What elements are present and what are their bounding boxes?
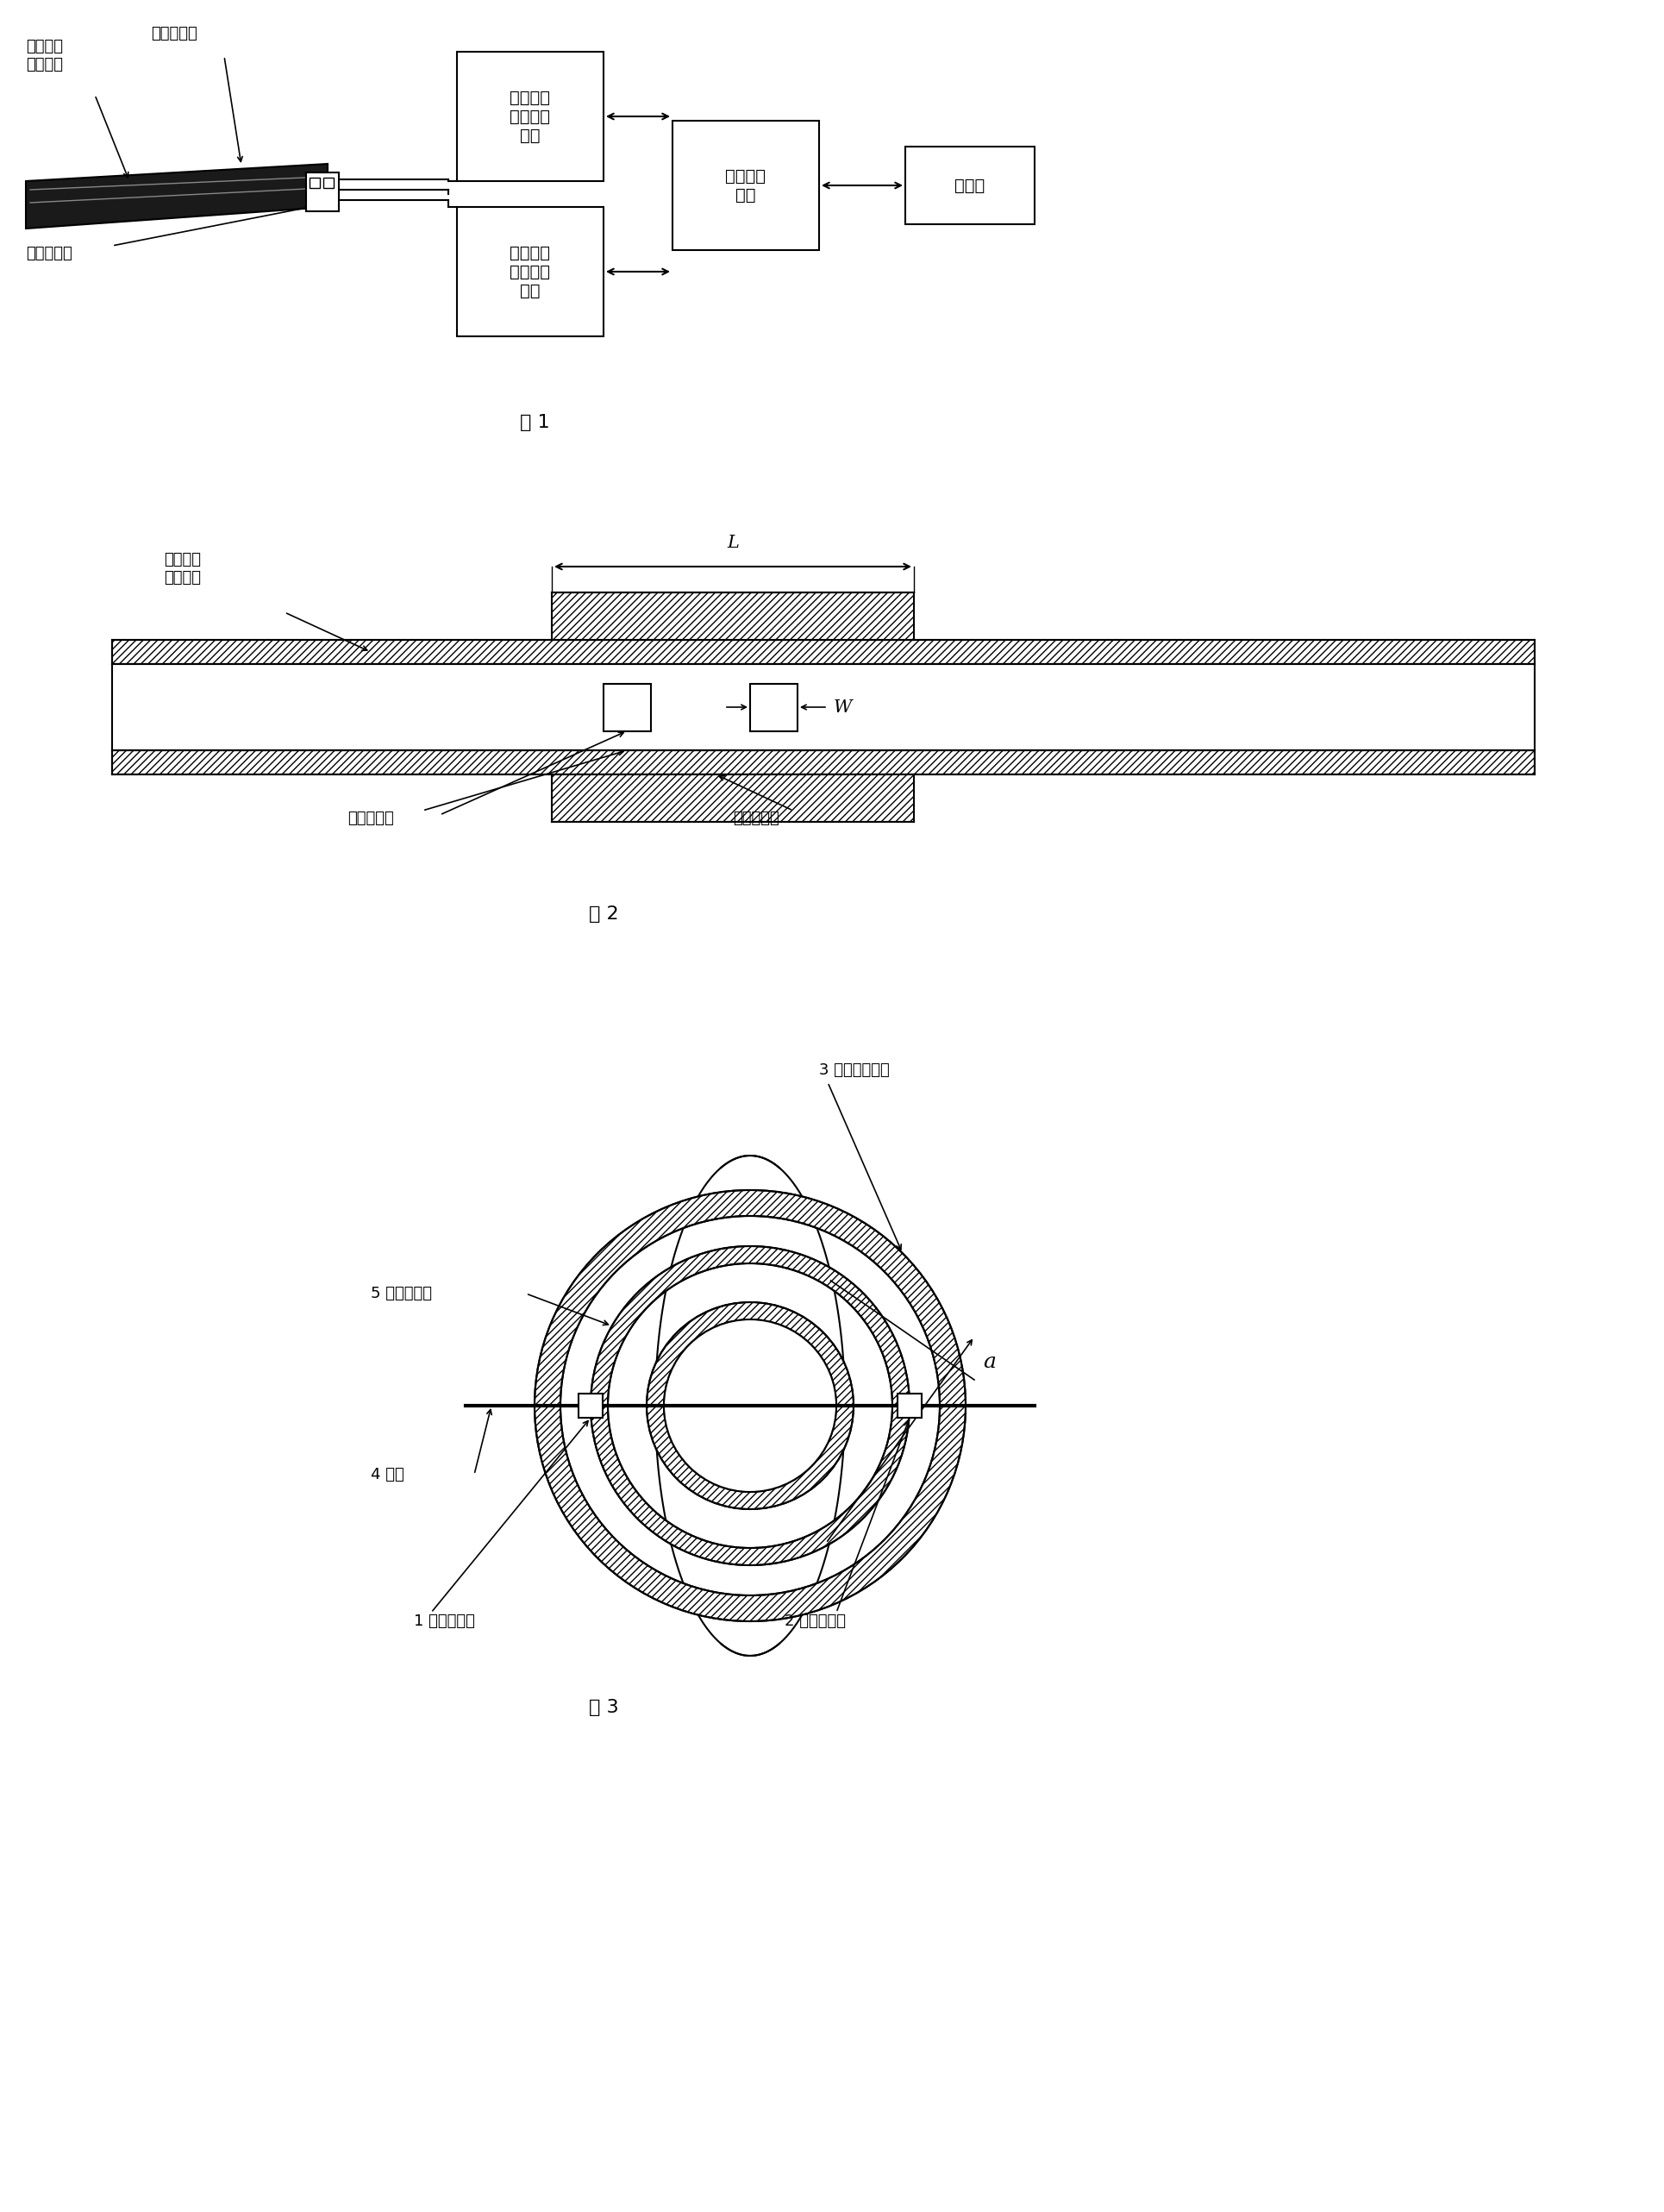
Bar xyxy=(750,684,797,730)
Text: 图 1: 图 1 xyxy=(519,414,549,431)
Text: 第二电容
电压转换
电路: 第二电容 电压转换 电路 xyxy=(509,246,551,299)
Text: 2 检测端电极: 2 检测端电极 xyxy=(785,1613,845,1628)
Bar xyxy=(111,664,1534,750)
Circle shape xyxy=(664,1318,837,1491)
Bar xyxy=(323,177,334,188)
Text: W: W xyxy=(834,699,852,714)
Bar xyxy=(458,208,604,336)
Bar xyxy=(306,173,339,212)
Bar xyxy=(310,177,319,188)
Wedge shape xyxy=(647,1303,854,1509)
Bar xyxy=(111,639,1534,664)
Text: 1 激励端电极: 1 激励端电极 xyxy=(414,1613,474,1628)
Bar xyxy=(552,774,914,823)
Text: 计算机: 计算机 xyxy=(955,177,985,195)
Text: 5 金属屏蔽层: 5 金属屏蔽层 xyxy=(371,1285,433,1301)
Text: 金属屏蔽层: 金属屏蔽层 xyxy=(732,810,779,825)
Text: 金属屏蔽层: 金属屏蔽层 xyxy=(151,27,198,42)
Text: 图 2: 图 2 xyxy=(589,905,619,922)
Text: 绝缘微型
测量管道: 绝缘微型 测量管道 xyxy=(27,40,63,73)
Bar xyxy=(604,684,651,730)
Bar xyxy=(897,1394,922,1418)
Circle shape xyxy=(561,1217,940,1595)
Wedge shape xyxy=(591,1245,910,1566)
Bar xyxy=(111,750,1534,774)
Text: 电容传感器: 电容传感器 xyxy=(348,810,394,825)
Text: 第一电容
电压转换
电路: 第一电容 电压转换 电路 xyxy=(509,88,551,144)
Text: 图 3: 图 3 xyxy=(589,1699,619,1717)
Text: 绝缘微型
测量管道: 绝缘微型 测量管道 xyxy=(163,553,201,586)
Bar xyxy=(905,146,1035,223)
Text: 4 导线: 4 导线 xyxy=(371,1467,404,1482)
Bar xyxy=(458,51,604,181)
Bar xyxy=(672,122,819,250)
Text: L: L xyxy=(727,535,739,551)
Wedge shape xyxy=(534,1190,965,1621)
Text: a: a xyxy=(983,1354,995,1371)
Polygon shape xyxy=(27,164,328,228)
Text: 数据采集
电路: 数据采集 电路 xyxy=(726,168,765,204)
Text: 3 测量管道外壁: 3 测量管道外壁 xyxy=(819,1062,890,1077)
Bar xyxy=(579,1394,602,1418)
Text: 电容传感器: 电容传感器 xyxy=(27,246,72,261)
Bar xyxy=(552,593,914,639)
